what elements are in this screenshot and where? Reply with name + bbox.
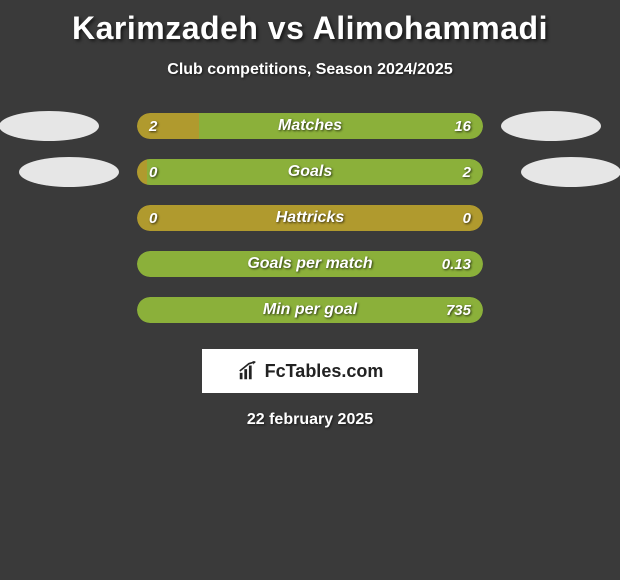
marker-placeholder: [501, 295, 601, 325]
stat-label: Goals per match: [137, 251, 483, 277]
marker-placeholder: [19, 295, 119, 325]
stat-label: Goals: [137, 159, 483, 185]
stat-row: 0.13Goals per match: [0, 241, 620, 287]
brand-text: FcTables.com: [265, 361, 384, 382]
player-right-marker: [501, 111, 601, 141]
stat-bar: 0.13Goals per match: [137, 251, 483, 277]
player-left-marker: [0, 111, 99, 141]
subtitle: Club competitions, Season 2024/2025: [0, 61, 620, 79]
date-label: 22 february 2025: [0, 411, 620, 429]
stat-label: Min per goal: [137, 297, 483, 323]
stat-bar: 216Matches: [137, 113, 483, 139]
player-left-marker: [19, 157, 119, 187]
stat-bar: 02Goals: [137, 159, 483, 185]
stat-row: 00Hattricks: [0, 195, 620, 241]
marker-placeholder: [19, 249, 119, 279]
stat-label: Matches: [137, 113, 483, 139]
stat-row: 735Min per goal: [0, 287, 620, 333]
stat-label: Hattricks: [137, 205, 483, 231]
marker-placeholder: [501, 203, 601, 233]
marker-placeholder: [501, 249, 601, 279]
brand-box: FcTables.com: [202, 349, 418, 393]
stat-bar: 735Min per goal: [137, 297, 483, 323]
player-right-marker: [521, 157, 620, 187]
brand-label: FcTables.com: [237, 360, 384, 382]
page-title: Karimzadeh vs Alimohammadi: [0, 0, 620, 47]
chart-icon: [237, 360, 259, 382]
comparison-chart: 216Matches 02Goals 00Hattricks 0.13Goals pe…: [0, 103, 620, 333]
stat-bar: 00Hattricks: [137, 205, 483, 231]
stat-row: 216Matches: [0, 103, 620, 149]
marker-placeholder: [19, 203, 119, 233]
stat-row: 02Goals: [0, 149, 620, 195]
